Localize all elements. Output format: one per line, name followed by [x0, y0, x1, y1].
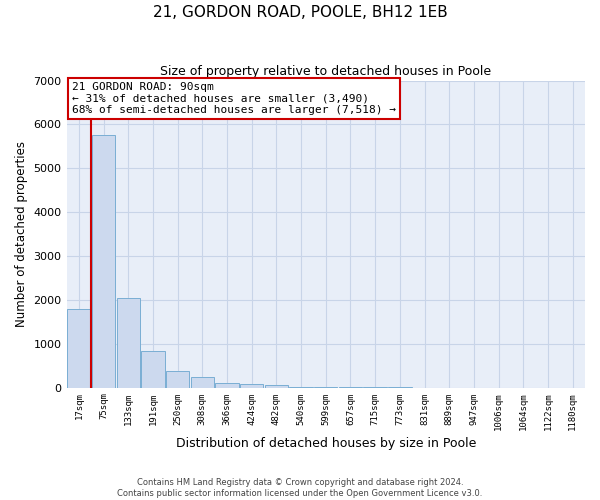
Bar	[240, 384, 263, 388]
Bar	[265, 385, 288, 388]
Text: 21, GORDON ROAD, POOLE, BH12 1EB: 21, GORDON ROAD, POOLE, BH12 1EB	[152, 5, 448, 20]
Bar	[116, 298, 140, 388]
Text: Contains HM Land Registry data © Crown copyright and database right 2024.
Contai: Contains HM Land Registry data © Crown c…	[118, 478, 482, 498]
Bar	[289, 386, 313, 388]
Bar	[67, 308, 91, 388]
Bar	[141, 351, 164, 388]
Bar	[166, 372, 190, 388]
Y-axis label: Number of detached properties: Number of detached properties	[15, 141, 28, 327]
Bar	[215, 383, 239, 388]
X-axis label: Distribution of detached houses by size in Poole: Distribution of detached houses by size …	[176, 437, 476, 450]
Title: Size of property relative to detached houses in Poole: Size of property relative to detached ho…	[160, 65, 491, 78]
Bar	[92, 136, 115, 388]
Text: 21 GORDON ROAD: 90sqm
← 31% of detached houses are smaller (3,490)
68% of semi-d: 21 GORDON ROAD: 90sqm ← 31% of detached …	[72, 82, 396, 116]
Bar	[191, 378, 214, 388]
